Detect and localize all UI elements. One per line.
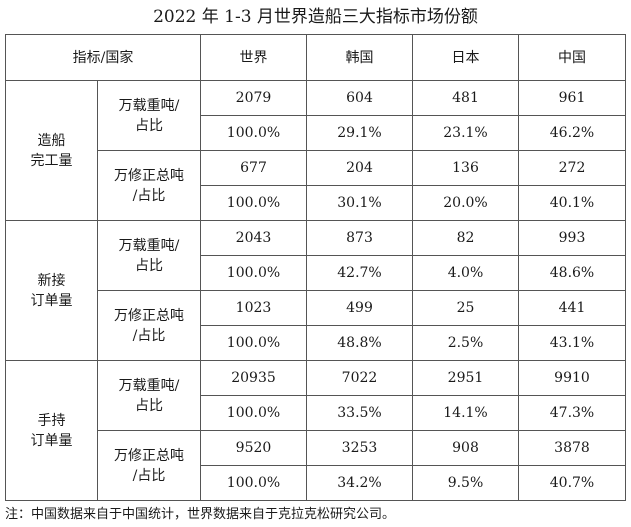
unit-line: 万修正总吨 [114,307,184,324]
value-cell: 3253 [306,430,413,466]
value-cell: 677 [200,150,307,186]
header-world: 世界 [200,34,307,81]
category-line: 手持 [37,412,66,429]
share-cell: 20.0% [412,185,519,221]
unit-cell: 万修正总吨/占比 [97,290,201,361]
share-cell: 40.7% [518,465,626,501]
value-cell: 961 [518,80,626,116]
table-row: 100.0% 33.5% 14.1% 47.3% [6,395,626,431]
header-japan: 日本 [412,34,519,81]
category-line: 造船 [37,132,66,149]
market-share-table: 指标/国家 世界 韩国 日本 中国 造船完工量 万载重吨/占比 2079 604… [5,34,626,501]
unit-cell: 万载重吨/占比 [97,80,201,151]
category-cell: 手持 订单量 [5,360,98,501]
value-cell: 2951 [412,360,519,396]
value-cell: 993 [518,220,626,256]
table-row: 新接订单量 万载重吨/占比 2043 873 82 993 [5,220,626,361]
table-row: 100.0% 30.1% 20.0% 40.1% [6,185,626,221]
value-cell: 441 [518,290,626,326]
unit-line: /占比 [132,327,166,344]
unit-cell: 万修正总吨/占比 [97,150,201,221]
share-cell: 48.8% [306,325,413,361]
unit-line: 万载重吨/ [118,377,180,394]
share-cell: 100.0% [200,325,307,361]
category-line: 新接 [37,272,66,289]
share-cell: 33.5% [306,395,413,431]
value-cell: 272 [518,150,626,186]
header-indicator-country: 指标/国家 [5,34,201,81]
share-cell: 42.7% [306,255,413,291]
value-cell: 20935 [200,360,307,396]
table-row: 100.0% 29.1% 23.1% 46.2% [6,115,626,151]
category-line: 订单量 [30,432,73,449]
value-cell: 481 [412,80,519,116]
value-cell: 136 [412,150,519,186]
unit-line: 占比 [135,117,163,134]
unit-line: 万载重吨/ [118,237,180,254]
table-row: 万修正总吨/占比 1023 499 25 441 [6,290,626,361]
header-china: 中国 [518,34,626,81]
table-row: 100.0% 34.2% 9.5% 40.7% [6,465,626,501]
category-cell: 造船 完工量 [5,80,98,221]
share-cell: 43.1% [518,325,626,361]
category-line: 订单量 [30,292,73,309]
table-row: 万修正总吨/占比 9520 3253 908 3878 [6,430,626,501]
value-cell: 7022 [306,360,413,396]
value-cell: 1023 [200,290,307,326]
share-cell: 100.0% [200,395,307,431]
value-cell: 9910 [518,360,626,396]
value-cell: 873 [306,220,413,256]
value-cell: 9520 [200,430,307,466]
table-header-row: 指标/国家 世界 韩国 日本 中国 [5,34,626,81]
share-cell: 34.2% [306,465,413,501]
share-cell: 48.6% [518,255,626,291]
category-cell: 新接 订单量 [5,220,98,361]
unit-cell: 万载重吨/占比 [97,220,201,291]
share-cell: 100.0% [200,115,307,151]
header-korea: 韩国 [306,34,413,81]
unit-cell: 万修正总吨/占比 [97,430,201,501]
share-cell: 14.1% [412,395,519,431]
share-cell: 29.1% [306,115,413,151]
unit-line: 万修正总吨 [114,447,184,464]
value-cell: 2079 [200,80,307,116]
share-cell: 40.1% [518,185,626,221]
table-row: 100.0% 48.8% 2.5% 43.1% [6,325,626,361]
share-cell: 30.1% [306,185,413,221]
unit-line: 占比 [135,257,163,274]
table-row: 100.0% 42.7% 4.0% 48.6% [6,255,626,291]
share-cell: 100.0% [200,255,307,291]
page-title: 2022 年 1-3 月世界造船三大指标市场份额 [153,7,478,27]
share-cell: 100.0% [200,185,307,221]
value-cell: 3878 [518,430,626,466]
value-cell: 2043 [200,220,307,256]
table-row: 造船完工量 万载重吨/占比 2079 604 481 961 [5,80,626,221]
share-cell: 46.2% [518,115,626,151]
table-row: 手持订单量 万载重吨/占比 20935 7022 2951 9910 [5,360,626,501]
unit-line: 万载重吨/ [118,97,180,114]
value-cell: 82 [412,220,519,256]
share-cell: 47.3% [518,395,626,431]
unit-line: 万修正总吨 [114,167,184,184]
value-cell: 908 [412,430,519,466]
share-cell: 23.1% [412,115,519,151]
unit-cell: 万载重吨/占比 [97,360,201,431]
share-cell: 9.5% [412,465,519,501]
value-cell: 25 [412,290,519,326]
share-cell: 2.5% [412,325,519,361]
value-cell: 204 [306,150,413,186]
table-row: 万修正总吨/占比 677 204 136 272 [6,150,626,221]
share-cell: 4.0% [412,255,519,291]
value-cell: 604 [306,80,413,116]
unit-line: /占比 [132,467,166,484]
unit-line: 占比 [135,397,163,414]
unit-line: /占比 [132,187,166,204]
category-line: 完工量 [30,152,73,169]
source-note: 注：中国数据来自于中国统计，世界数据来自于克拉克松研究公司。 [5,507,396,522]
value-cell: 499 [306,290,413,326]
share-cell: 100.0% [200,465,307,501]
